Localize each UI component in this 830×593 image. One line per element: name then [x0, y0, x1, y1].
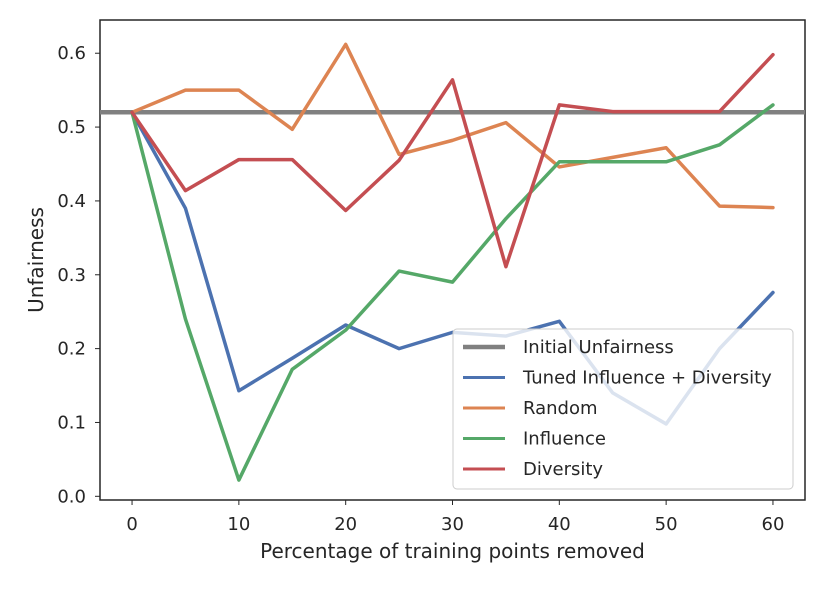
legend: Initial Unfairness Tuned Influence + Dive… — [452, 328, 794, 490]
x-axis-label: Percentage of training points removed — [260, 539, 645, 563]
y-tick-label: 0.4 — [57, 191, 86, 212]
legend-label-random: Random — [523, 398, 598, 419]
y-axis-label: Unfairness — [24, 207, 48, 313]
series-line-random — [130, 42, 775, 210]
x-axis-ticks: 0 10 20 30 40 50 60 — [126, 500, 784, 535]
y-tick-label: 0.6 — [57, 43, 86, 64]
x-tick-label: 50 — [655, 514, 678, 535]
legend-label-diversity: Diversity — [523, 459, 603, 480]
x-tick-label: 10 — [227, 514, 250, 535]
legend-box — [452, 328, 794, 490]
y-tick-label: 0.5 — [57, 117, 86, 138]
series-line-influence — [130, 103, 775, 482]
x-tick-label: 20 — [334, 514, 357, 535]
legend-label-tuned-influence-diversity: Tuned Influence + Diversity — [522, 368, 772, 389]
y-tick-label: 0.2 — [57, 339, 86, 360]
y-axis-ticks: 0.0 0.1 0.2 0.3 0.4 0.5 0.6 — [57, 43, 100, 507]
x-tick-label: 60 — [762, 514, 785, 535]
series-line-diversity — [130, 52, 775, 269]
x-tick-label: 30 — [441, 514, 464, 535]
x-tick-label: 0 — [126, 514, 137, 535]
y-tick-label: 0.3 — [57, 265, 86, 286]
y-tick-label: 0.1 — [57, 412, 86, 433]
legend-label-initial-unfairness: Initial Unfairness — [523, 337, 674, 358]
legend-label-influence: Influence — [523, 429, 606, 450]
y-tick-label: 0.0 — [57, 486, 86, 507]
x-tick-label: 40 — [548, 514, 571, 535]
